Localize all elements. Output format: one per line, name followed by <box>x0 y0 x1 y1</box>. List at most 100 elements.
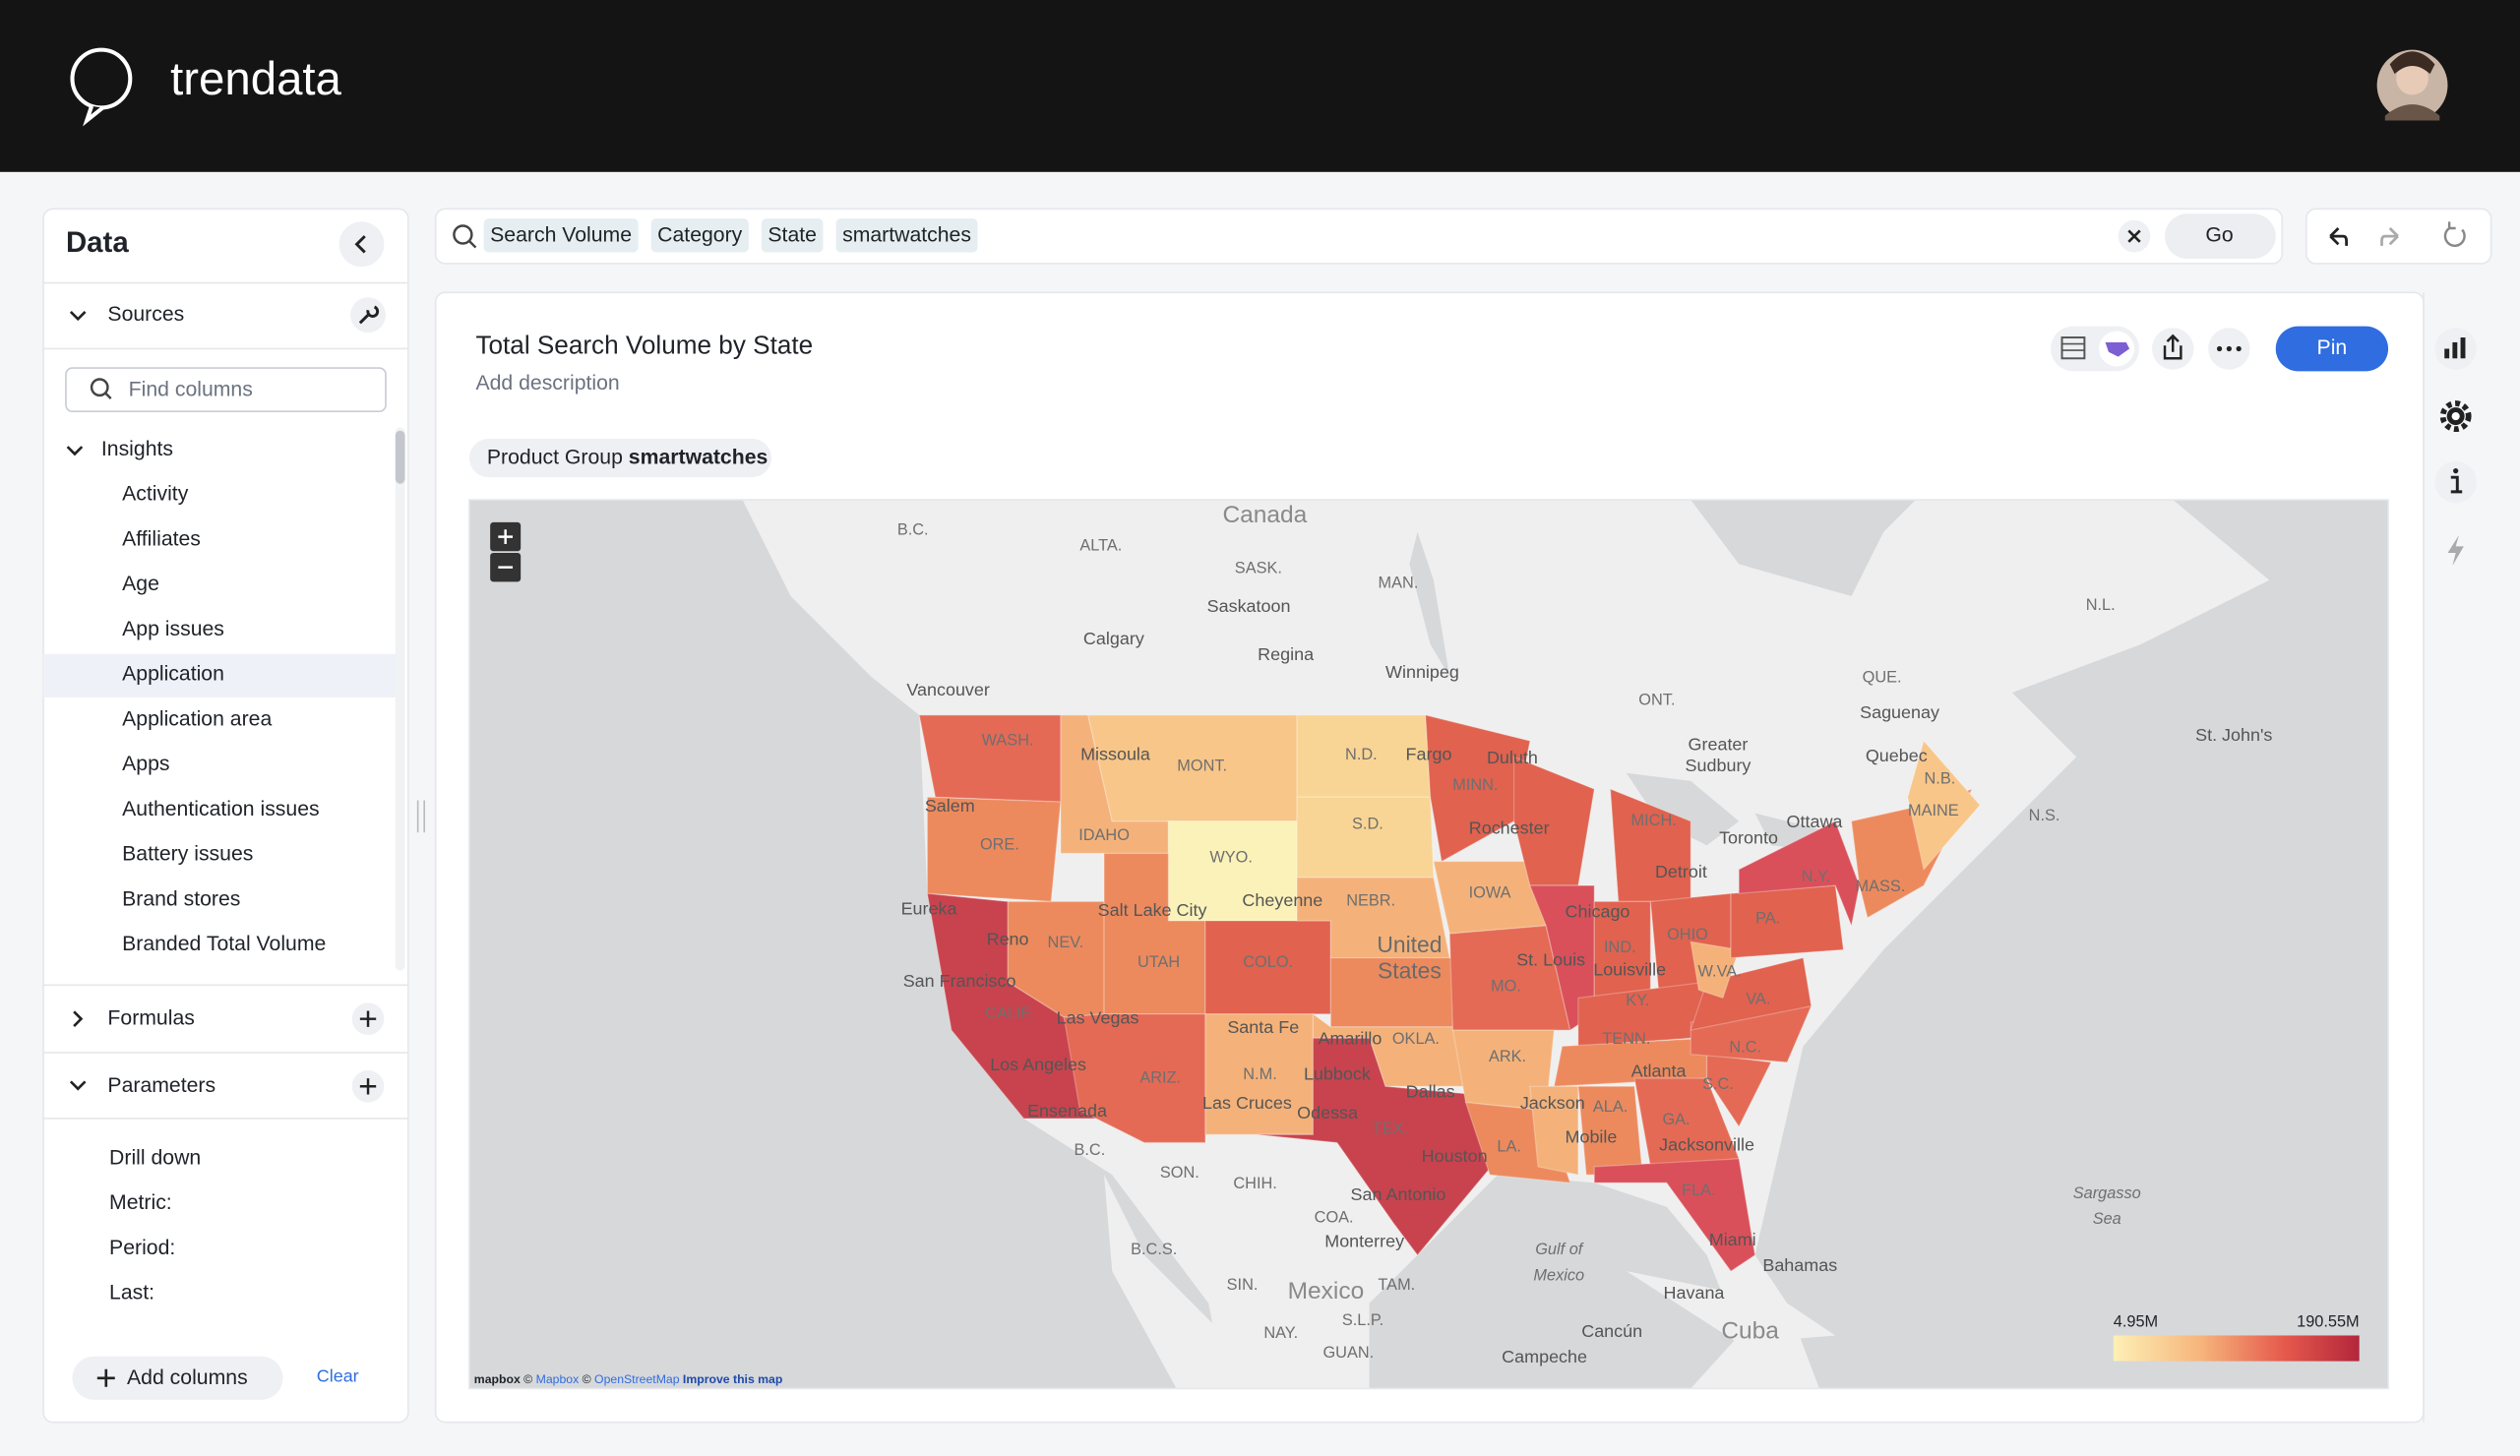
history-bar <box>2305 208 2492 265</box>
mapbox-logo[interactable]: mapbox <box>474 1372 521 1386</box>
map-label: Salem <box>925 796 975 816</box>
token[interactable] <box>650 218 749 253</box>
map-label: OHIO <box>1667 926 1708 943</box>
undo[interactable] <box>2329 226 2348 246</box>
map-label: Louisville <box>1593 959 1666 979</box>
map-label: QUE. <box>1863 669 1902 687</box>
filter-label: Product Group <box>487 446 623 468</box>
map-label: N.M. <box>1243 1065 1276 1083</box>
map-label: St. Louis <box>1516 950 1585 970</box>
settings-button[interactable] <box>2439 400 2472 433</box>
map-label: B.C.S. <box>1131 1241 1177 1258</box>
chevron[interactable] <box>66 446 84 456</box>
redo[interactable] <box>2380 226 2399 246</box>
improve-link[interactable]: Improve this map <box>683 1372 782 1386</box>
insight-item[interactable]: Authentication issues <box>122 798 320 820</box>
chart-type-button[interactable] <box>2434 328 2477 370</box>
insight-item[interactable]: Branded Total Volume <box>122 933 326 955</box>
insight-item[interactable]: Age <box>122 573 159 595</box>
insight-item[interactable]: Affiliates <box>122 527 201 550</box>
parameter-item[interactable]: Last: <box>109 1282 154 1304</box>
clear-search[interactable] <box>2118 219 2151 253</box>
chevron[interactable] <box>69 1080 87 1091</box>
insight-item[interactable]: App issues <box>122 618 224 640</box>
insight-item[interactable]: Application area <box>122 707 272 730</box>
insights-button[interactable] <box>2447 534 2464 567</box>
manage-sources[interactable] <box>350 297 386 334</box>
scroll-thumb[interactable] <box>395 430 405 484</box>
map-label: Bahamas <box>1762 1255 1837 1275</box>
map-label: Amarillo <box>1319 1029 1383 1049</box>
map-label: TAM. <box>1378 1276 1415 1294</box>
chevron[interactable] <box>73 1010 84 1027</box>
formulas-label[interactable]: Formulas <box>107 1006 194 1029</box>
cuba <box>1626 1271 1836 1344</box>
button-label: Pin <box>2317 336 2348 359</box>
map-labels: Canada B.C. ALTA. SASK. MAN. Saskatoon Calgary… <box>897 502 2273 1366</box>
clear-button[interactable]: Clear <box>317 1366 359 1386</box>
map-label: Mexico <box>1533 1266 1584 1284</box>
share-button[interactable] <box>2151 328 2194 370</box>
map-label: Detroit <box>1655 862 1707 881</box>
map[interactable]: Canada B.C. ALTA. SASK. MAN. Saskatoon Calgary… <box>468 500 2389 1389</box>
map-label: ONT. <box>1638 692 1675 709</box>
map-label: Cheyenne <box>1242 890 1322 910</box>
token-label: State <box>768 224 817 247</box>
insight-item[interactable]: Application <box>122 663 224 686</box>
parameters-list: Drill down Metric: Period: Last: <box>109 1146 201 1304</box>
insight-item[interactable]: Apps <box>122 753 169 775</box>
more-button[interactable] <box>2208 328 2250 370</box>
avatar[interactable] <box>2376 49 2448 121</box>
token-label: smartwatches <box>842 224 971 247</box>
map-label: Miami <box>1709 1230 1756 1249</box>
add-parameter[interactable] <box>351 1069 385 1103</box>
token[interactable] <box>835 218 978 253</box>
osm-link[interactable]: OpenStreetMap <box>594 1372 680 1386</box>
parameters-label[interactable]: Parameters <box>107 1074 215 1097</box>
pin-button[interactable]: Pin <box>2275 326 2389 372</box>
parameter-item[interactable]: Drill down <box>109 1146 201 1169</box>
parameter-item[interactable]: Period: <box>109 1237 175 1259</box>
states <box>918 714 1982 1273</box>
token[interactable] <box>761 218 824 253</box>
map-label: MICH. <box>1631 812 1677 829</box>
map-label: Toronto <box>1719 827 1778 847</box>
top-bar <box>0 0 2520 172</box>
info-button[interactable] <box>2434 460 2477 504</box>
water <box>468 500 2389 1389</box>
find-columns[interactable]: Find columns <box>65 367 387 413</box>
chart-description[interactable]: Add description <box>475 372 619 394</box>
filter-chip[interactable]: Product Group smartwatches <box>468 438 771 478</box>
insight-item[interactable]: Brand stores <box>122 887 240 910</box>
view-toggle[interactable] <box>2051 326 2139 372</box>
zoom-in[interactable] <box>490 521 522 552</box>
parameter-item[interactable]: Metric: <box>109 1191 172 1214</box>
search-icon <box>468 240 477 249</box>
go-button[interactable]: Go <box>2165 213 2276 260</box>
reset[interactable] <box>2443 221 2466 248</box>
chart-title[interactable]: Total Search Volume by State <box>475 331 813 360</box>
chevron[interactable] <box>69 310 87 322</box>
insights-list: Activity Affiliates Age App issues Applicati… <box>122 483 326 955</box>
insights-label[interactable]: Insights <box>101 438 173 460</box>
map-label: Campeche <box>1502 1347 1587 1366</box>
mapbox-link[interactable]: Mapbox <box>536 1372 580 1386</box>
map-label: Quebec <box>1866 746 1928 765</box>
zoom-out[interactable] <box>490 552 522 582</box>
add-formula[interactable] <box>351 1002 385 1036</box>
map-label: States <box>1378 957 1442 983</box>
add-columns-button[interactable]: Add columns <box>72 1356 283 1400</box>
insight-item[interactable]: Battery issues <box>122 843 253 866</box>
logo[interactable]: trendata <box>70 47 342 127</box>
map-label: Vancouver <box>906 680 990 699</box>
token[interactable] <box>483 218 639 253</box>
map-label: N.D. <box>1345 746 1378 763</box>
map-label: W.VA. <box>1698 963 1742 981</box>
insight-item[interactable]: Activity <box>122 483 189 506</box>
map-label: LA. <box>1497 1138 1521 1156</box>
resize-handle[interactable] <box>416 800 426 833</box>
collapse-button[interactable] <box>338 221 385 268</box>
sources-label[interactable]: Sources <box>107 303 184 326</box>
map-label: Eureka <box>901 898 957 918</box>
map-label: ARIZ. <box>1139 1068 1181 1086</box>
